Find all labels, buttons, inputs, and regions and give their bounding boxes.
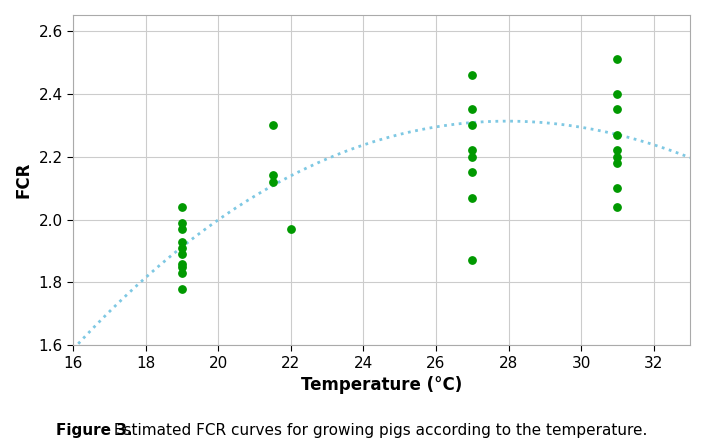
- Text: Figure 3.: Figure 3.: [56, 423, 133, 438]
- Point: [176, 226, 188, 233]
- Point: [176, 270, 188, 277]
- Point: [612, 159, 623, 166]
- Point: [176, 260, 188, 267]
- Point: [176, 219, 188, 226]
- Point: [467, 194, 478, 201]
- Point: [176, 263, 188, 270]
- Point: [176, 244, 188, 251]
- Point: [176, 251, 188, 258]
- Point: [467, 169, 478, 176]
- Point: [612, 147, 623, 154]
- Point: [467, 153, 478, 160]
- Point: [612, 131, 623, 138]
- Point: [612, 203, 623, 210]
- Point: [467, 257, 478, 264]
- Point: [467, 71, 478, 78]
- Point: [612, 106, 623, 113]
- Point: [612, 90, 623, 97]
- Point: [612, 153, 623, 160]
- Point: [176, 238, 188, 245]
- Point: [612, 185, 623, 192]
- Point: [467, 106, 478, 113]
- Point: [286, 226, 297, 233]
- Y-axis label: FCR: FCR: [15, 162, 33, 198]
- Point: [176, 285, 188, 292]
- Point: [467, 147, 478, 154]
- X-axis label: Temperature (°C): Temperature (°C): [301, 376, 462, 394]
- Point: [267, 178, 278, 186]
- Point: [267, 172, 278, 179]
- Point: [267, 121, 278, 129]
- Point: [176, 203, 188, 210]
- Point: [467, 121, 478, 129]
- Text: Estimated FCR curves for growing pigs according to the temperature.: Estimated FCR curves for growing pigs ac…: [109, 423, 648, 438]
- Point: [612, 56, 623, 63]
